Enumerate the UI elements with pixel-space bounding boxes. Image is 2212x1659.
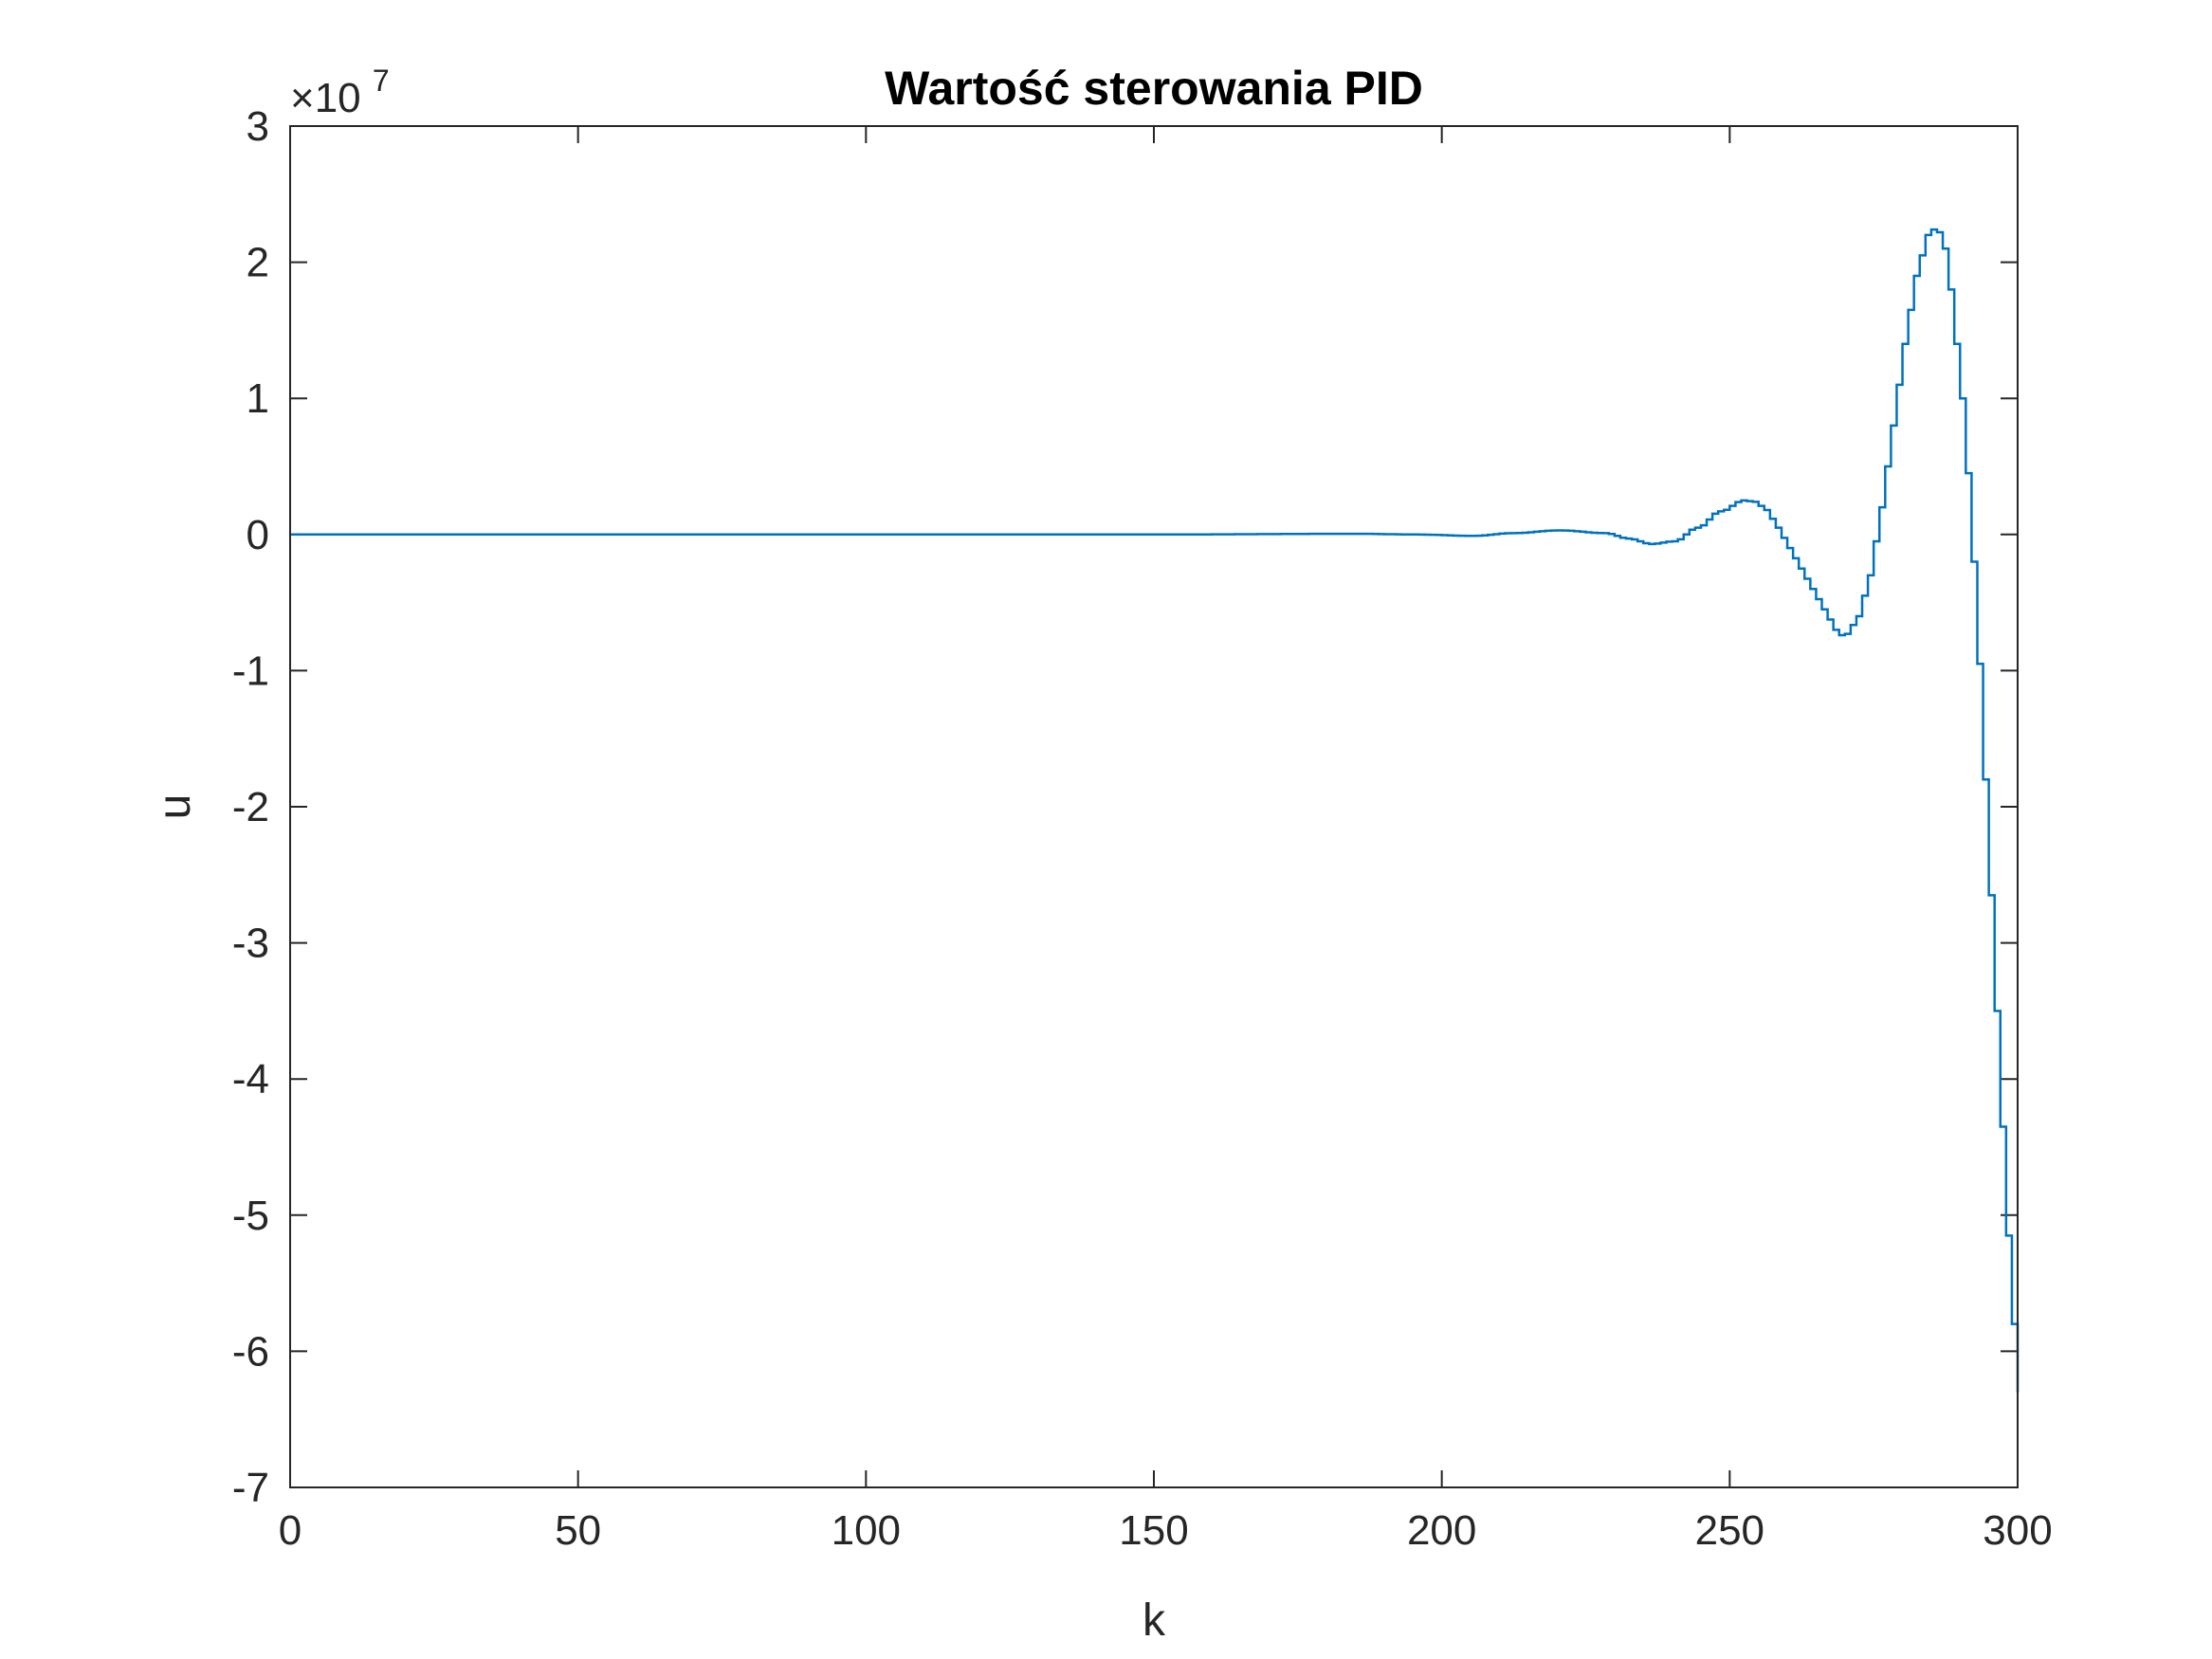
- plot-frame: [289, 125, 2019, 1488]
- x-tick-label: 200: [1407, 1507, 1476, 1554]
- x-tick-label: 250: [1695, 1507, 1764, 1554]
- y-tick-label: 0: [247, 512, 269, 558]
- y-scale-exponent-label: ×10 7: [290, 64, 390, 121]
- series-line: [290, 228, 2020, 1393]
- y-tick-label: -1: [232, 647, 269, 694]
- y-tick-label: 2: [247, 240, 269, 286]
- y-scale-multiplier: ×10: [290, 75, 361, 121]
- x-tick-label: 50: [555, 1507, 601, 1554]
- y-tick-label: -4: [232, 1056, 269, 1103]
- y-axis-label: u: [150, 794, 200, 820]
- x-tick-label: 300: [1983, 1507, 2052, 1554]
- y-tick-label: -2: [232, 784, 269, 830]
- y-tick-label: -3: [232, 921, 269, 967]
- y-tick-label: -5: [232, 1193, 269, 1239]
- x-tick-label: 0: [279, 1507, 302, 1554]
- y-tick-label: -7: [232, 1465, 269, 1511]
- y-tick-label: -6: [232, 1328, 269, 1375]
- tick-labels: 0 50 100 150 200 250 300 3 2 1 0 -1 -2 -3 -4 -5 -6 -7: [232, 103, 2053, 1554]
- y-tick-label: 1: [247, 375, 269, 422]
- plot-area: [290, 126, 2018, 1487]
- y-tick-label: 3: [247, 103, 269, 150]
- chart-title: Wartość sterowania PID: [885, 62, 1423, 115]
- x-tick-label: 150: [1119, 1507, 1188, 1554]
- x-axis-label: k: [1143, 1595, 1166, 1646]
- y-scale-exponent: 7: [373, 64, 390, 98]
- x-tick-label: 100: [832, 1507, 901, 1554]
